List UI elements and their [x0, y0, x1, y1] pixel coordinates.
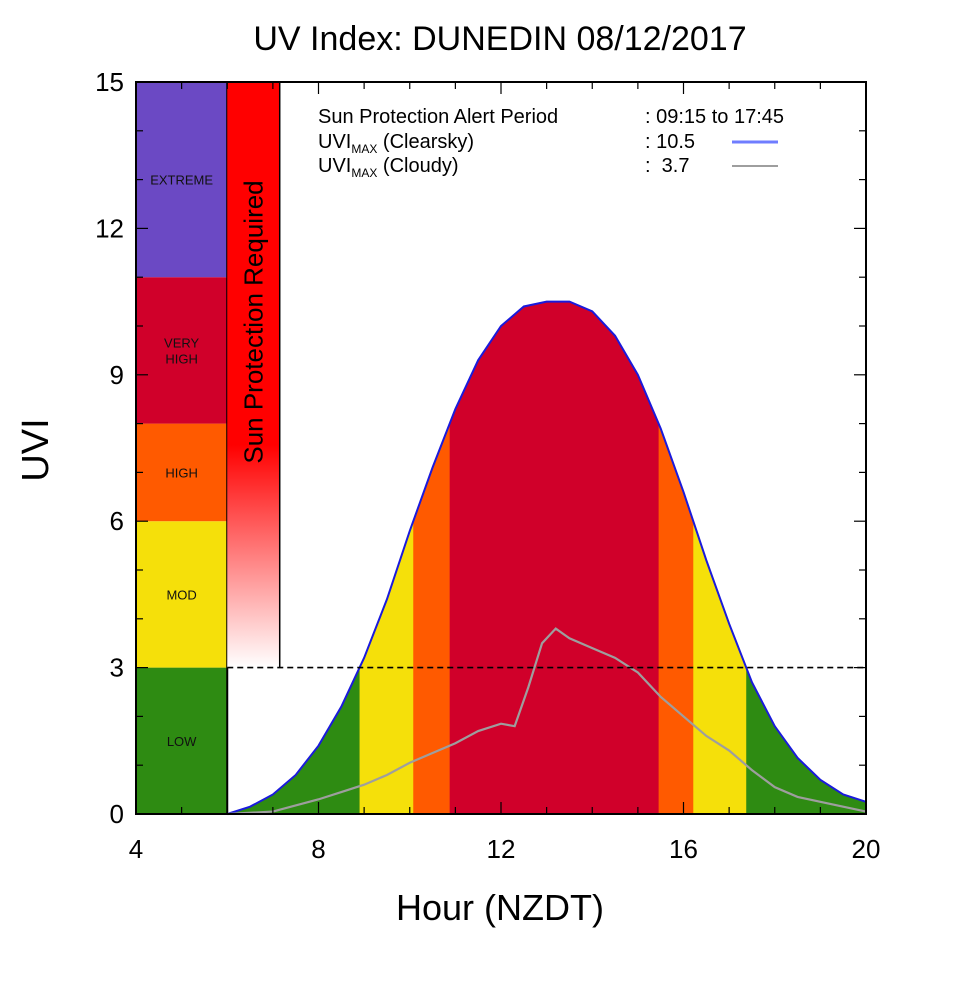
- legend-clearsky-suffix: (Clearsky): [377, 131, 474, 153]
- y-tick-label: 9: [110, 360, 124, 390]
- legend-clearsky-label: UVIMAX (Clearsky): [318, 131, 474, 156]
- x-tick-label: 12: [487, 834, 516, 864]
- legend-cloudy-prefix: UVI: [318, 155, 351, 177]
- y-tick-label: 12: [95, 213, 124, 243]
- category-band-mod: [136, 521, 228, 668]
- category-label-very-high: VERY HIGH: [164, 335, 199, 366]
- x-axis-label: Hour (NZDT): [396, 887, 604, 928]
- category-label-mod: MOD: [166, 587, 196, 602]
- y-tick-label: 6: [110, 506, 124, 536]
- x-tick-label: 8: [311, 834, 325, 864]
- clearsky-band-very-high: [449, 301, 659, 814]
- cloudy-line: [227, 627, 867, 816]
- category-band-extreme: [136, 82, 228, 278]
- legend-cloudy-suffix: (Cloudy): [377, 155, 458, 177]
- legend-clearsky-sub: MAX: [351, 142, 377, 156]
- legend-cloudy-label: UVIMAX (Cloudy): [318, 155, 459, 180]
- category-label-extreme: EXTREME: [150, 173, 213, 188]
- category-band-high: [136, 423, 228, 522]
- legend-alert-label: Sun Protection Alert Period: [318, 106, 558, 128]
- y-axis-label: UVI: [15, 418, 57, 481]
- legend-alert-value: : 09:15 to 17:45: [645, 106, 784, 128]
- category-label-low: LOW: [167, 734, 197, 749]
- legend-cloudy-sub: MAX: [351, 166, 377, 180]
- legend: Sun Protection Alert Period : 09:15 to 1…: [318, 106, 784, 180]
- y-tick-label: 3: [110, 653, 124, 683]
- legend-cloudy-value: : 3.7: [645, 155, 689, 177]
- category-label-high: HIGH: [165, 465, 198, 480]
- category-band-low: [136, 667, 228, 814]
- sun-protection-bar: [227, 82, 280, 668]
- plot-area: LOW MOD HIGH VERY HIGH EXTREME Sun Protection …: [95, 67, 880, 864]
- legend-clearsky-value: : 10.5: [645, 131, 695, 153]
- clearsky-area: [227, 301, 866, 814]
- x-tick-label: 16: [669, 834, 698, 864]
- y-tick-label: 15: [95, 67, 124, 97]
- chart-title: UV Index: DUNEDIN 08/12/2017: [253, 20, 746, 58]
- category-band-very-high: [136, 277, 228, 424]
- clearsky-line: [226, 300, 867, 815]
- y-tick-label: 0: [110, 799, 124, 829]
- x-tick-label: 20: [852, 834, 881, 864]
- sun-protection-label: Sun Protection Required: [238, 180, 268, 463]
- legend-clearsky-prefix: UVI: [318, 131, 351, 153]
- x-tick-label: 4: [129, 834, 143, 864]
